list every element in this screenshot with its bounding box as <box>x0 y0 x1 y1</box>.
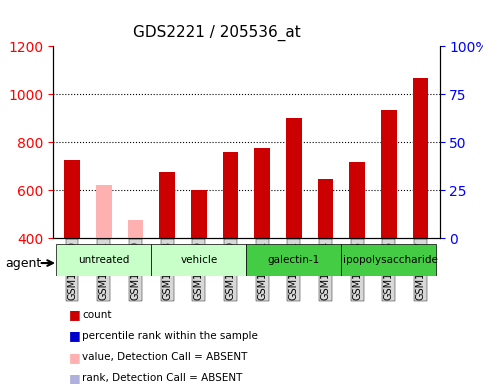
Text: lipopolysaccharide: lipopolysaccharide <box>340 255 438 265</box>
Text: agent: agent <box>5 257 41 270</box>
Text: GDS2221 / 205536_at: GDS2221 / 205536_at <box>133 25 301 41</box>
Text: value, Detection Call = ABSENT: value, Detection Call = ABSENT <box>82 352 247 362</box>
Bar <box>373 46 405 238</box>
Text: count: count <box>82 310 112 320</box>
Text: percentile rank within the sample: percentile rank within the sample <box>82 331 258 341</box>
Text: galectin-1: galectin-1 <box>268 255 320 265</box>
Text: ■: ■ <box>69 308 81 321</box>
Bar <box>381 110 397 238</box>
Bar <box>278 46 310 238</box>
Bar <box>286 118 302 238</box>
Bar <box>191 190 207 238</box>
Bar <box>246 46 278 238</box>
Bar <box>57 46 88 238</box>
Bar <box>310 46 341 238</box>
Bar <box>349 162 365 238</box>
Bar <box>183 46 214 238</box>
Bar <box>412 78 428 238</box>
Bar <box>318 179 333 238</box>
Bar <box>88 46 120 238</box>
FancyBboxPatch shape <box>151 244 246 276</box>
Bar <box>96 185 112 238</box>
FancyBboxPatch shape <box>246 244 341 276</box>
Bar <box>159 172 175 238</box>
Bar <box>120 46 151 238</box>
Text: ■: ■ <box>69 351 81 364</box>
Text: ■: ■ <box>69 372 81 384</box>
FancyBboxPatch shape <box>57 244 151 276</box>
Text: rank, Detection Call = ABSENT: rank, Detection Call = ABSENT <box>82 373 242 383</box>
Bar <box>254 148 270 238</box>
FancyBboxPatch shape <box>341 244 436 276</box>
Bar <box>405 46 436 238</box>
Text: ■: ■ <box>69 329 81 343</box>
Bar <box>214 46 246 238</box>
Bar <box>64 160 80 238</box>
Bar <box>223 152 239 238</box>
Text: vehicle: vehicle <box>180 255 217 265</box>
Bar <box>128 220 143 238</box>
Text: untreated: untreated <box>78 255 129 265</box>
Bar <box>151 46 183 238</box>
Bar <box>341 46 373 238</box>
